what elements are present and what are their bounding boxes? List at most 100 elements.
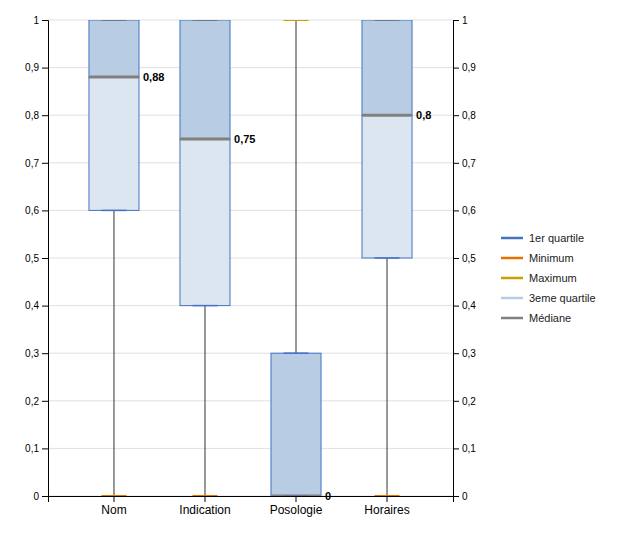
- median-label: 0,75: [234, 133, 255, 145]
- y2-axis-tick: 0,9: [453, 62, 476, 73]
- y-axis-tick-label: 0: [33, 491, 39, 502]
- y-axis-tick-mark: [42, 20, 48, 21]
- y2-axis-tick-label: 1: [462, 15, 468, 26]
- q1-marker: [101, 210, 126, 212]
- y-axis-line: [42, 21, 49, 497]
- x-tick: Nom: [101, 496, 126, 517]
- legend-swatch: [501, 257, 523, 260]
- min-marker: [283, 495, 308, 496]
- y-axis-tick: 0,9: [25, 62, 48, 73]
- min-marker: [101, 495, 126, 496]
- legend-label: 1er quartile: [529, 232, 584, 244]
- y-axis-tick-mark: [42, 115, 48, 116]
- y-axis-tick-label: 0,5: [25, 253, 39, 264]
- y-axis-tick-mark: [42, 258, 48, 259]
- median-line: [180, 138, 230, 141]
- grid-line: [48, 305, 453, 306]
- y-axis-tick: 0,5: [25, 253, 48, 264]
- whisker-lower: [113, 210, 114, 496]
- q3-marker: [283, 352, 308, 354]
- y2-axis-tick: 0,5: [453, 253, 476, 264]
- data-labels: 0,88 0,75 0 0,8: [143, 71, 431, 502]
- y2-axis-tick-label: 0,6: [462, 205, 476, 216]
- y-axis-tick-label: 0,1: [25, 443, 39, 454]
- y-axis-tick: 0,8: [25, 110, 48, 121]
- plot: 0,88 0,75 0 0,8 Nom Indication Posologie Horair…: [25, 15, 476, 517]
- y-axis-tick-label: 0,9: [25, 62, 39, 73]
- y-axis: 0 0,1 0,2 0,3 0,4 0,5 0,6 0,7 0,8 0,9 1: [25, 15, 48, 502]
- max-marker: [192, 20, 217, 21]
- legend-label: Médiane: [529, 312, 571, 324]
- min-marker: [375, 495, 400, 496]
- y-axis-tick-label: 1: [33, 15, 39, 26]
- x-axis: Nom Indication Posologie Horaires: [49, 496, 454, 517]
- y2-axis-tick-mark: [453, 163, 459, 164]
- legend: 1er quartile Minimum Maximum 3eme quartile M…: [501, 232, 596, 324]
- legend-item: Minimum: [501, 252, 574, 264]
- x-tick-label: Horaires: [364, 503, 409, 517]
- x-tick-label: Posologie: [270, 503, 323, 517]
- y-axis-tick-mark: [42, 401, 48, 402]
- q3-marker: [101, 20, 126, 21]
- y2-axis-tick-mark: [453, 306, 459, 307]
- median-label: 0,8: [416, 109, 431, 121]
- y-axis-tick: 1: [33, 15, 48, 26]
- legend-swatch: [501, 237, 523, 240]
- y2-axis-tick-label: 0,9: [462, 62, 476, 73]
- whisker-lower: [387, 258, 388, 496]
- y2-axis-tick-mark: [453, 258, 459, 259]
- y2-axis-tick-mark: [453, 68, 459, 69]
- grid-line: [48, 400, 453, 401]
- y2-axis-tick-label: 0,4: [462, 300, 476, 311]
- x-tick: Horaires: [364, 496, 409, 517]
- legend-swatch: [501, 297, 523, 300]
- y2-axis-tick-label: 0,3: [462, 348, 476, 359]
- median-line: [89, 76, 139, 79]
- x-tick: Posologie: [270, 496, 323, 517]
- y2-axis-tick-mark: [453, 20, 459, 21]
- q1-marker: [283, 495, 308, 496]
- grid-line: [48, 258, 453, 259]
- whisker-upper: [296, 20, 297, 353]
- y-axis-tick-label: 0,2: [25, 396, 39, 407]
- y-axis-tick-label: 0,8: [25, 110, 39, 121]
- median-line: [271, 495, 321, 497]
- max-marker: [101, 20, 126, 21]
- y2-axis-tick-mark: [453, 496, 459, 497]
- y-axis-tick: 0,6: [25, 205, 48, 216]
- median-label: 0: [325, 490, 331, 502]
- q1-marker: [375, 257, 400, 259]
- legend-label: Maximum: [529, 272, 577, 284]
- legend-item: Médiane: [501, 312, 571, 324]
- legend-item: 3eme quartile: [501, 292, 596, 304]
- box-upper: [180, 20, 230, 139]
- y-axis-tick: 0,7: [25, 158, 48, 169]
- y2-axis-tick: 0,7: [453, 158, 476, 169]
- median-label: 0,88: [143, 71, 164, 83]
- legend-swatch: [501, 317, 523, 320]
- legend-item: 1er quartile: [501, 232, 584, 244]
- x-tick-mark: [387, 496, 388, 502]
- y-axis-tick: 0,1: [25, 443, 48, 454]
- y2-axis-line: [454, 21, 460, 497]
- box-upper: [271, 353, 321, 496]
- x-tick-label: Indication: [179, 503, 230, 517]
- q3-marker: [375, 20, 400, 21]
- y-axis-tick: 0,3: [25, 348, 48, 359]
- y-axis-tick-mark: [42, 306, 48, 307]
- y2-axis-tick-label: 0,5: [462, 253, 476, 264]
- y2-axis-tick-mark: [453, 448, 459, 449]
- y2-axis-tick: 0,1: [453, 443, 476, 454]
- box-upper: [89, 20, 139, 77]
- box-lower: [89, 77, 139, 210]
- max-marker: [375, 20, 400, 21]
- grid-line: [48, 448, 453, 449]
- q1-marker: [192, 305, 217, 307]
- y-axis-tick: 0,4: [25, 300, 48, 311]
- y-axis-tick-mark: [42, 496, 48, 497]
- q3-marker: [192, 20, 217, 21]
- y-axis-tick-mark: [42, 68, 48, 69]
- y2-axis-tick-mark: [453, 115, 459, 116]
- y2-axis-tick: 1: [453, 15, 468, 26]
- y-axis-tick-label: 0,3: [25, 348, 39, 359]
